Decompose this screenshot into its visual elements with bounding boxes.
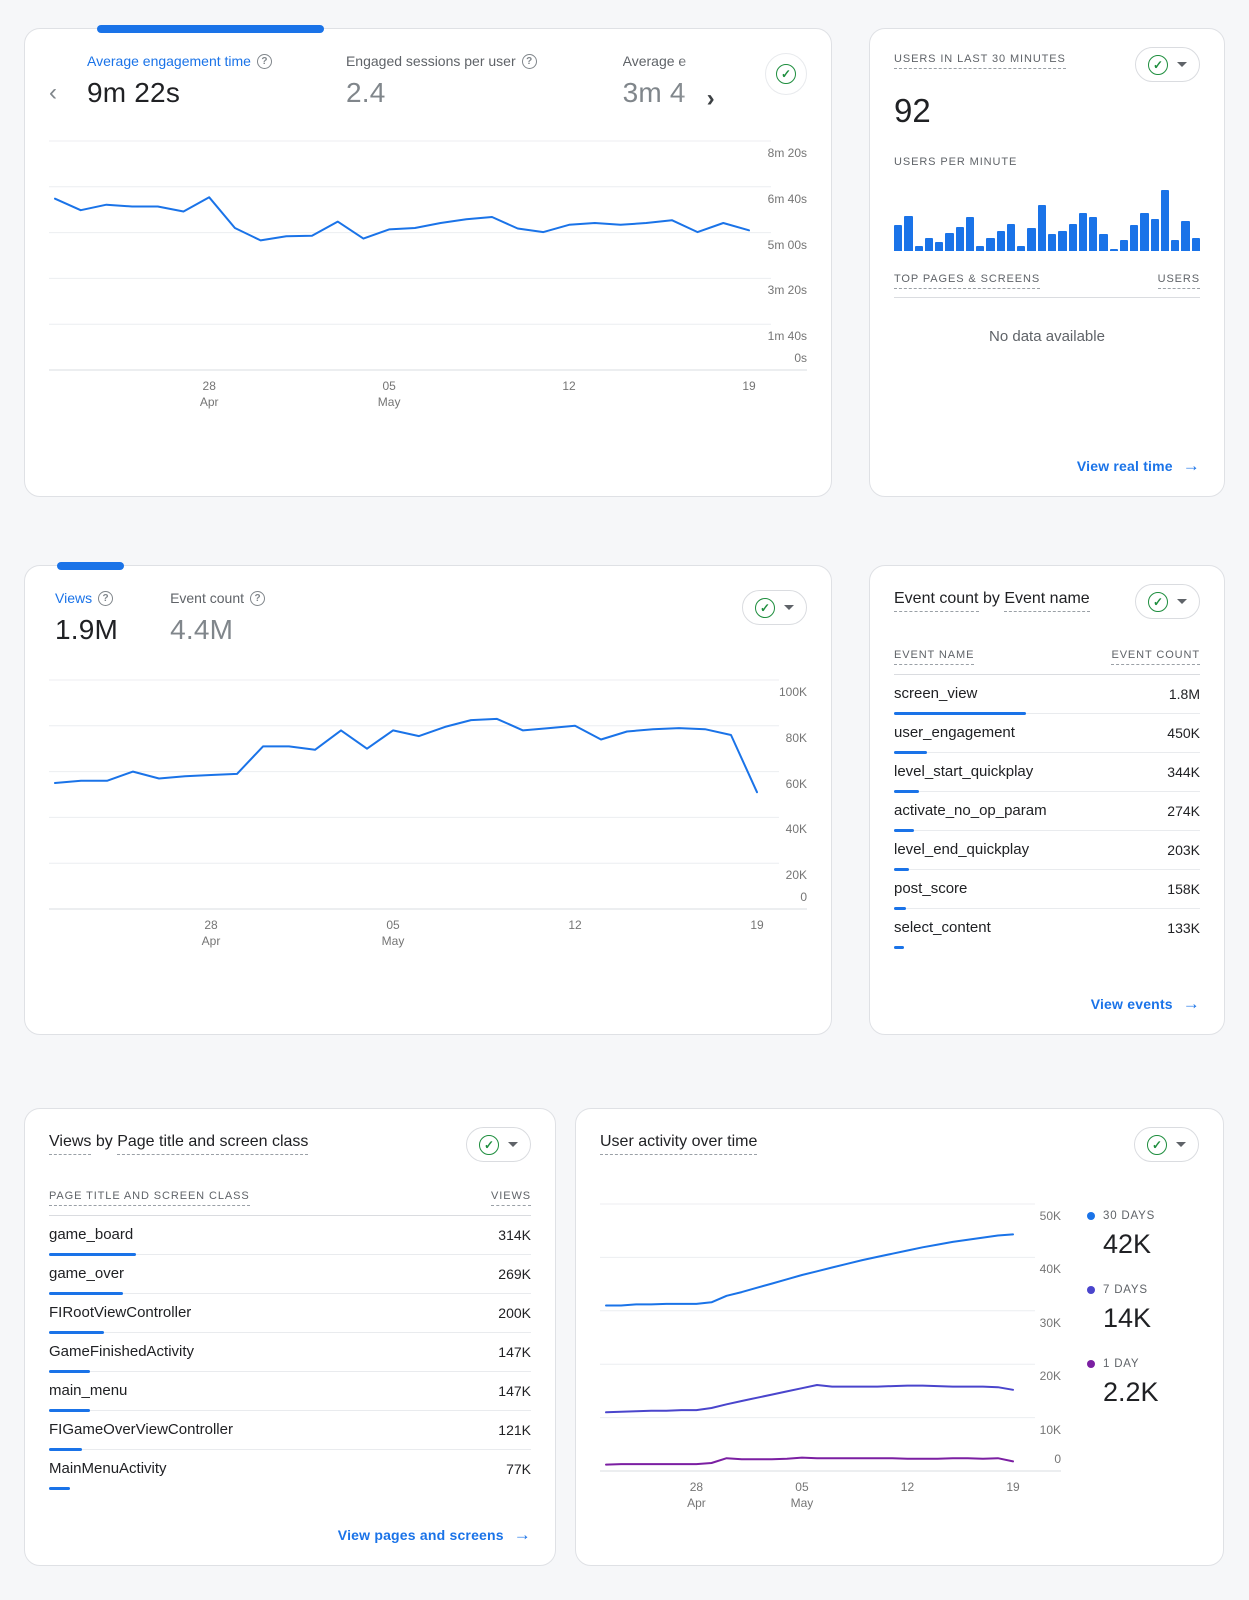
chart-status-button[interactable]: ✓ [466,1127,531,1162]
table-row: select_content 133K [894,909,1200,949]
user-activity-line-chart: 50K 40K 30K 20K 10K 0 28 Apr 05 May 12 19 [600,1196,1061,1512]
users-column-header: USERS [1157,273,1200,289]
page-title-column-header: PAGE TITLE AND SCREEN CLASS [49,1190,250,1206]
help-icon[interactable]: ? [98,590,114,606]
event-count-column-header: EVENT COUNT [1111,649,1200,665]
arrow-right-icon: → [1182,456,1200,475]
views-column-header: VIEWS [491,1190,531,1206]
caret-down-icon [508,1142,518,1147]
no-issues-check-icon: ✓ [1147,1134,1167,1155]
chart-legend: 30 DAYS 42K 7 DAYS 14K 1 DAY 2.2K [1061,1196,1199,1512]
help-icon[interactable]: ? [256,53,272,69]
no-issues-check-icon: ✓ [479,1134,499,1155]
realtime-card: USERS IN LAST 30 MINUTES ✓ 92 USERS PER … [869,28,1225,497]
table-row: user_engagement 450K [894,714,1200,754]
engagement-overview-card: ‹ Average engagement time? 9m 22s Engage… [24,25,832,497]
metric-value: 1.9M [55,614,119,645]
metric-label: Engaged sessions per user [345,53,516,69]
table-row: level_end_quickplay 203K [894,831,1200,871]
divider [894,297,1200,298]
pages-table: game_board 314K game_over 269K FIRootViewC… [49,1216,531,1490]
no-data-message: No data available [989,328,1105,345]
no-issues-check-icon: ✓ [755,597,775,618]
caret-down-icon [1177,599,1187,604]
divider [49,1215,531,1216]
metric-value: 2.4 [345,77,386,108]
top-pages-column-header: TOP PAGES & SCREENS [894,273,1041,289]
help-icon[interactable]: ? [250,590,265,606]
table-row: GameFinishedActivity 147K [49,1333,531,1373]
help-icon[interactable]: ? [521,53,537,69]
no-issues-check-icon: ✓ [1148,54,1168,75]
table-row: screen_view 1.8M [894,675,1200,715]
table-row: level_start_quickplay 344K [894,753,1200,793]
metric-views[interactable]: Views? 1.9M [55,590,118,646]
legend-item-1-day: 1 DAY 2.2K [1087,1358,1199,1408]
table-row: activate_no_op_param 274K [894,792,1200,832]
carousel-tab-indicator [57,562,124,570]
chart-status-button[interactable]: ✓ [1135,47,1200,82]
legend-dot-icon [1087,1286,1095,1294]
chart-status-button[interactable]: ✓ [1134,1127,1199,1162]
divider [894,674,1200,675]
user-activity-card: User activity over time ✓ 50K 40K 30K 20K 10… [575,1108,1224,1566]
no-issues-check-icon: ✓ [1148,591,1168,612]
table-row: post_score 158K [894,870,1200,910]
table-row: game_board 314K [49,1216,531,1256]
no-issues-check-icon: ✓ [776,64,796,84]
users-per-minute-label: USERS PER MINUTE [894,156,1018,168]
table-row: main_menu 147K [49,1372,531,1412]
metric-header-row: ‹ Average engagement time? 9m 22s Engage… [49,53,807,111]
metric-label: Event count [170,590,244,606]
users-per-minute-bar-chart [894,188,1200,251]
metric-event-count[interactable]: Event count? 4.4M [170,590,265,646]
metric-average-engagement-truncated[interactable]: Average e 3m 4 [623,53,705,109]
metric-label: Views [55,590,93,606]
table-row: MainMenuActivity 77K [49,1450,531,1490]
table-row: FIRootViewController 200K [49,1294,531,1334]
pages-table-card: Views by Page title and screen class ✓ P… [24,1108,556,1566]
metric-label: Average e [622,53,687,69]
card-title: Event count by Event name [894,590,1090,612]
view-pages-and-screens-link[interactable]: View pages and screens → [337,1525,531,1544]
views-overview-card: Views? 1.9M Event count? 4.4M ✓ 100K 80K 6… [24,562,832,1035]
carousel-next-icon[interactable]: › [706,85,715,112]
users-last-30min-value: 92 [894,92,931,129]
arrow-right-icon: → [513,1525,531,1544]
chart-status-button[interactable]: ✓ [1135,584,1200,619]
realtime-title: USERS IN LAST 30 MINUTES [894,53,1066,69]
views-line-chart: 100K 80K 60K 40K 20K 0 28 Apr 05 May 12 19 [49,672,807,948]
carousel-prev-icon[interactable]: ‹ [49,79,57,106]
carousel-tab-indicator [97,25,324,33]
metric-value: 4.4M [170,614,234,645]
events-table-card: Event count by Event name ✓ EVENT NAME E… [869,565,1225,1035]
events-table: screen_view 1.8M user_engagement 450K leve… [894,675,1200,949]
legend-dot-icon [1087,1360,1095,1368]
event-name-column-header: EVENT NAME [894,649,975,665]
table-row: game_over 269K [49,1255,531,1295]
metric-engaged-sessions-per-user[interactable]: Engaged sessions per user? 2.4 [346,53,537,109]
chart-status-button[interactable]: ✓ [765,53,807,95]
caret-down-icon [1176,1142,1186,1147]
metric-label: Average engagement time [87,53,251,69]
metric-average-engagement-time[interactable]: Average engagement time? 9m 22s [87,53,272,109]
view-events-link[interactable]: View events → [1090,994,1200,1013]
caret-down-icon [784,605,794,610]
legend-dot-icon [1087,1212,1095,1220]
engagement-line-chart: 8m 20s 6m 40s 5m 00s 3m 20s 1m 40s 0s 28 Apr 05 M… [49,133,807,409]
table-row: FIGameOverViewController 121K [49,1411,531,1451]
card-title: Views by Page title and screen class [49,1133,309,1155]
metric-value: 3m 4 [622,77,686,108]
arrow-right-icon: → [1182,994,1200,1013]
metric-value: 9m 22s [87,77,181,108]
chart-status-button[interactable]: ✓ [742,590,807,625]
legend-item-7-days: 7 DAYS 14K [1087,1284,1199,1334]
view-real-time-link[interactable]: View real time → [1076,456,1200,475]
caret-down-icon [1177,62,1187,67]
legend-item-30-days: 30 DAYS 42K [1087,1210,1199,1260]
card-title: User activity over time [600,1133,758,1155]
